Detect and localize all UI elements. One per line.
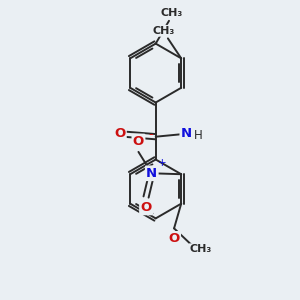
- Text: +: +: [158, 158, 167, 168]
- Text: CH₃: CH₃: [152, 26, 174, 36]
- Text: O: O: [115, 127, 126, 140]
- Text: O: O: [140, 201, 152, 214]
- Text: CH₃: CH₃: [160, 8, 182, 18]
- Text: CH₃: CH₃: [190, 244, 212, 254]
- Text: H: H: [194, 129, 203, 142]
- Text: N: N: [146, 167, 157, 180]
- Text: N: N: [181, 128, 192, 140]
- Text: O: O: [133, 135, 144, 148]
- Text: O: O: [168, 232, 180, 245]
- Text: -: -: [148, 128, 153, 141]
